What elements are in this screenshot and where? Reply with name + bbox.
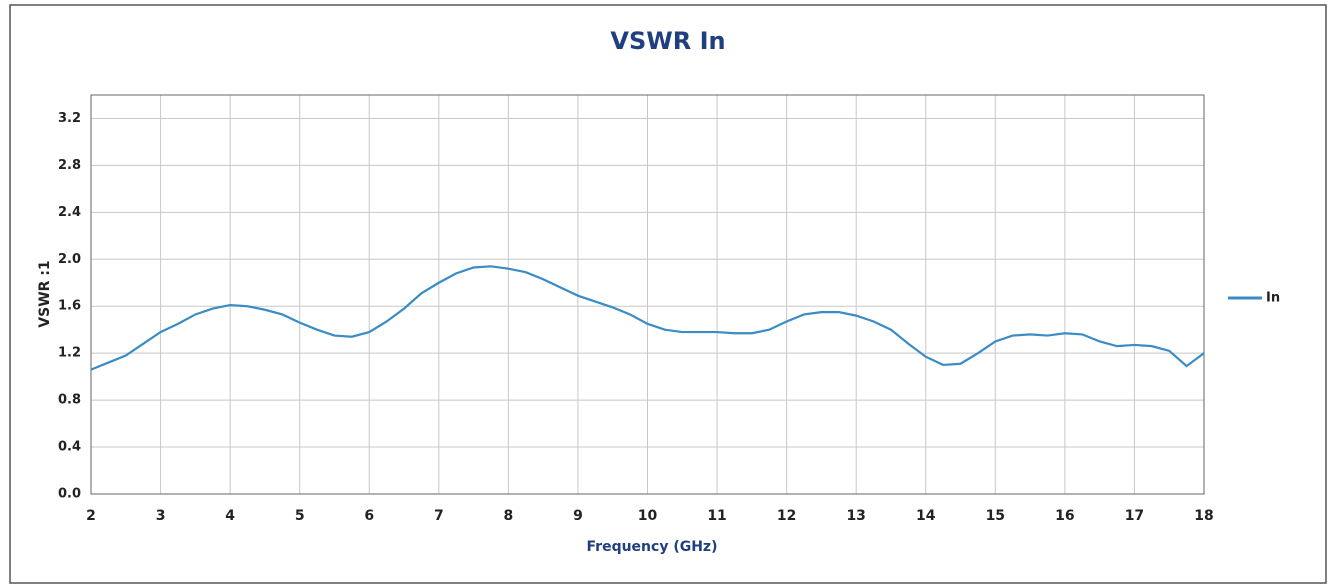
- x-tick-label: 8: [504, 508, 514, 524]
- x-tick-label: 5: [295, 508, 305, 524]
- y-tick-label: 1.6: [58, 299, 81, 314]
- y-tick-label: 2.0: [58, 252, 81, 267]
- data-line: [90, 265, 1205, 371]
- x-tick-label: 6: [364, 508, 374, 524]
- chart-title: VSWR In: [610, 27, 725, 55]
- y-tick-label: 0.4: [58, 440, 81, 455]
- x-tick-label: 18: [1194, 508, 1213, 524]
- y-tick-label: 0.0: [58, 487, 81, 502]
- x-tick-label: 17: [1125, 508, 1144, 524]
- x-tick-label: 10: [638, 508, 658, 524]
- x-axis-label: Frequency (GHz): [587, 539, 718, 555]
- x-tick-label: 12: [777, 508, 796, 524]
- y-tick-label: 3.2: [58, 111, 81, 126]
- x-tick-label: 4: [225, 508, 235, 524]
- x-tick-label: 3: [156, 508, 166, 524]
- x-tick-label: 9: [573, 508, 583, 524]
- y-axis-label: VSWR :1: [37, 260, 53, 327]
- x-tick-label: 16: [1055, 508, 1074, 524]
- y-tick-label: 1.2: [58, 346, 81, 361]
- x-tick-label: 2: [86, 508, 96, 524]
- y-tick-label: 2.8: [58, 158, 81, 173]
- x-tick-label: 11: [707, 508, 726, 524]
- frame: [9, 4, 1327, 584]
- x-tick-label: 7: [434, 508, 444, 524]
- legend-label: In: [1266, 291, 1280, 306]
- x-tick-label: 13: [846, 508, 865, 524]
- plot-border: [90, 94, 1205, 495]
- x-tick-label: 15: [986, 508, 1005, 524]
- y-tick-label: 2.4: [58, 205, 81, 220]
- y-tick-label: 0.8: [58, 393, 81, 408]
- x-tick-label: 14: [916, 508, 936, 524]
